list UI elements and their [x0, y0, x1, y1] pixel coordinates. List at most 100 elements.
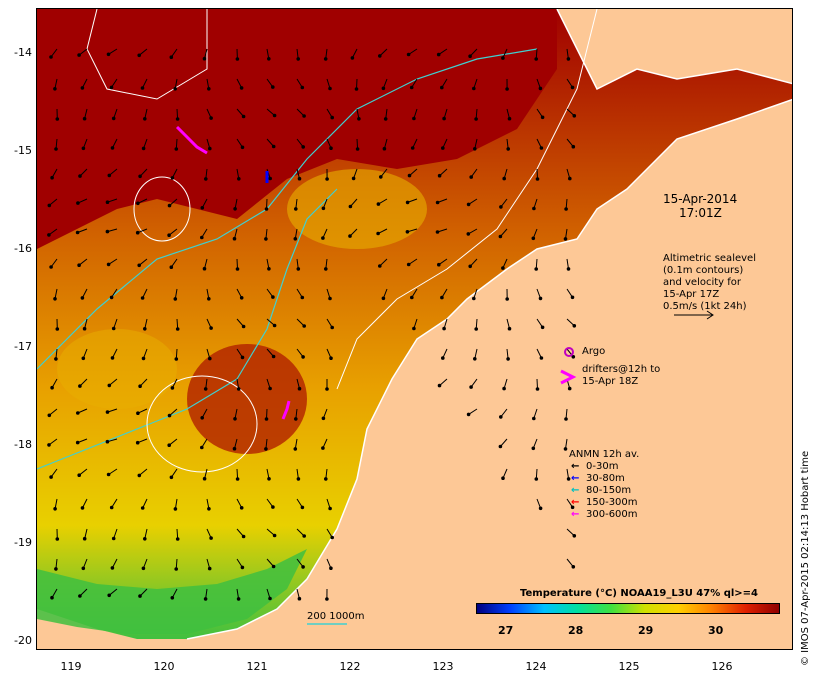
velocity-arrow-head — [173, 507, 178, 511]
velocity-arrow-head — [53, 507, 57, 511]
velocity-arrow-head — [47, 443, 51, 447]
velocity-arrow-head — [232, 236, 237, 241]
velocity-arrow-head — [136, 201, 140, 206]
velocity-arrow-head — [81, 356, 86, 361]
velocity-arrow-head — [271, 144, 276, 149]
velocity-arrow-head — [351, 176, 356, 181]
velocity-arrow-head — [297, 386, 302, 391]
velocity-arrow-head — [330, 325, 335, 330]
legend-arrow-icon: ← — [571, 473, 580, 484]
velocity-arrow-head — [473, 357, 477, 361]
velocity-arrow-head — [272, 533, 277, 538]
anmn-legend-item: ← 0-30m — [571, 461, 618, 473]
velocity-arrow-head — [175, 117, 180, 121]
velocity-arrow-head — [81, 566, 86, 571]
velocity-arrow-head — [268, 596, 272, 601]
velocity-arrow-head — [174, 357, 179, 361]
velocity-arrow-head — [534, 477, 539, 481]
lon-tick-label: 124 — [525, 660, 547, 673]
velocity-arrow-head — [440, 85, 444, 90]
velocity-arrow-head — [202, 476, 207, 481]
lat-tick-label: -20 — [14, 634, 32, 647]
velocity-arrow-head — [321, 446, 325, 450]
velocity-arrow-head — [328, 506, 332, 511]
velocity-arrow-head — [200, 416, 204, 420]
velocity-arrow-head — [469, 385, 473, 389]
velocity-arrow-head — [571, 565, 576, 569]
velocity-arrow-head — [53, 87, 57, 91]
velocity-arrow-head — [138, 384, 142, 389]
velocity-arrow-head — [321, 236, 325, 240]
velocity-arrow-head — [241, 324, 246, 329]
lon-tick-label: 123 — [432, 660, 454, 673]
velocity-arrow-head — [141, 566, 146, 571]
velocity-arrow-head — [107, 593, 111, 598]
velocity-arrow-head — [75, 230, 80, 235]
velocity-arrow-head — [135, 440, 140, 445]
velocity-arrow-head — [209, 116, 213, 120]
velocity-arrow-head — [302, 534, 307, 538]
velocity-arrow-head — [207, 297, 211, 301]
velocity-arrow-head — [382, 146, 387, 151]
velocity-arrow-head — [357, 117, 361, 121]
velocity-arrow-head — [571, 144, 576, 149]
velocity-arrow-head — [264, 417, 269, 421]
velocity-arrow-head — [564, 417, 568, 421]
velocity-arrow-head — [107, 383, 112, 388]
velocity-arrow-head — [175, 327, 180, 331]
velocity-arrow-head — [437, 173, 442, 178]
velocity-arrow-head — [54, 357, 58, 361]
velocity-arrow-head — [137, 263, 141, 268]
velocity-arrow-head — [143, 537, 147, 541]
velocity-arrow-head — [441, 356, 445, 360]
velocity-arrow-head — [539, 146, 544, 150]
velocity-arrow-head — [301, 355, 305, 359]
velocity-arrow-head — [405, 200, 410, 205]
velocity-arrow-head — [207, 87, 211, 91]
velocity-arrow-head — [466, 412, 471, 417]
velocity-arrow-head — [535, 387, 540, 391]
velocity-arrow-head — [468, 54, 472, 59]
velocity-arrow-head — [568, 176, 572, 181]
sst-map: 15-Apr-2014 17:01Z Altimetric sealevel (… — [36, 8, 793, 650]
lon-tick-label: 120 — [153, 660, 175, 673]
velocity-arrow-head — [540, 325, 545, 330]
velocity-arrow-head — [300, 505, 305, 510]
anmn-legend-item: ← 300-600m — [571, 509, 638, 521]
velocity-arrow-head — [325, 177, 329, 181]
velocity-arrow-head — [296, 477, 301, 481]
legend-arrow-icon: ← — [571, 509, 580, 520]
altimetry-line-3: and velocity for — [663, 277, 742, 288]
lon-tick-label: 122 — [339, 660, 361, 673]
altimetry-contour-2 — [146, 375, 258, 473]
legend-arrow-icon: ← — [571, 485, 580, 496]
lat-tick-label: -15 — [14, 144, 32, 157]
colorbar-tick-label: 30 — [708, 624, 724, 637]
velocity-arrow-head — [501, 476, 505, 481]
velocity-arrow-head — [506, 147, 511, 151]
velocity-arrow-head — [106, 52, 111, 57]
legend-arrow-icon: ← — [571, 461, 580, 472]
velocity-arrow-head — [200, 445, 204, 450]
velocity-arrow-head — [474, 117, 478, 121]
drifter-track-2 — [281, 400, 291, 420]
velocity-arrow-head — [435, 230, 440, 234]
velocity-arrow-head — [235, 57, 240, 61]
velocity-arrow-head — [170, 176, 175, 180]
velocity-arrow-head — [293, 237, 298, 241]
velocity-arrow-head — [325, 597, 329, 601]
velocity-arrow-head — [328, 86, 332, 91]
velocity-arrow-head — [107, 173, 112, 178]
velocity-arrow-head — [329, 146, 333, 150]
colorbar — [476, 603, 780, 614]
velocity-arrow-head — [348, 234, 352, 238]
velocity-arrow-head — [105, 200, 110, 204]
drifters-line-1: drifters@12h to — [582, 364, 661, 375]
velocity-arrow-head — [436, 52, 441, 57]
velocity-arrow-head — [532, 206, 536, 211]
velocity-arrow-head — [110, 356, 115, 360]
velocity-arrow-head — [321, 416, 326, 421]
velocity-arrow-head — [572, 114, 577, 118]
velocity-arrow-head — [538, 296, 543, 301]
velocity-arrow-head — [271, 295, 275, 299]
